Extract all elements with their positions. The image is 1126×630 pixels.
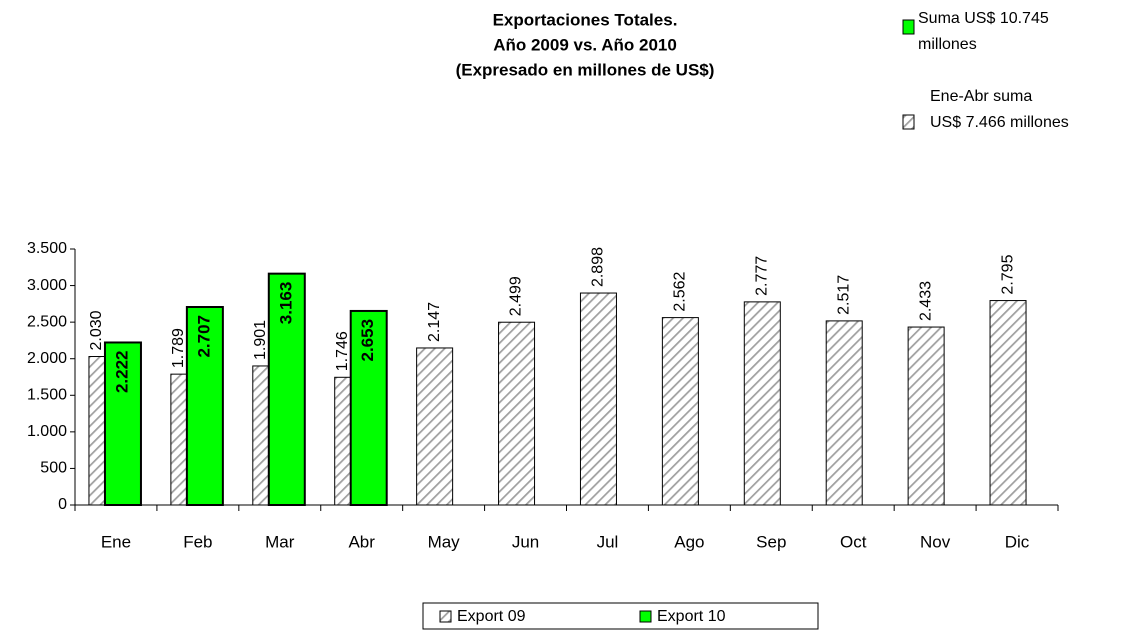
data-label: 2.517 <box>835 275 852 315</box>
data-label: 2.499 <box>508 276 525 316</box>
bar <box>349 309 388 506</box>
data-label: 2.030 <box>88 310 105 350</box>
bar <box>825 320 863 506</box>
data-label: 2.222 <box>112 350 131 393</box>
data-label: 2.777 <box>754 256 771 296</box>
bar <box>579 292 617 506</box>
bar <box>907 326 945 506</box>
data-label: 2.898 <box>590 247 607 287</box>
annotation-swatch <box>902 19 915 35</box>
y-tick-label: 1.500 <box>27 387 67 404</box>
x-tick-label: Dic <box>1005 532 1030 551</box>
x-tick-label: Feb <box>183 532 212 551</box>
annotation: Ene-Abr suma <box>930 88 1032 105</box>
x-tick-label: Oct <box>840 532 867 551</box>
data-label: 1.901 <box>252 320 269 360</box>
chart-title: Año 2009 vs. Año 2010 <box>493 35 677 54</box>
x-tick-label: Nov <box>920 532 951 551</box>
annotation-swatch <box>902 114 915 130</box>
chart-title: (Expresado en millones de US$) <box>456 60 715 79</box>
bar <box>416 347 454 506</box>
annotation: Suma US$ 10.745 <box>918 10 1049 27</box>
chart-title: Exportaciones Totales. <box>493 10 678 29</box>
data-label: 1.789 <box>170 328 187 368</box>
bar <box>661 317 699 506</box>
data-label: 3.163 <box>276 282 295 325</box>
bar <box>743 301 781 506</box>
annotation: millones <box>918 36 977 53</box>
data-label: 2.795 <box>999 254 1016 294</box>
x-tick-label: Sep <box>756 532 786 551</box>
legend-swatch <box>639 610 652 623</box>
bar <box>267 272 306 506</box>
bar <box>498 321 536 506</box>
bar <box>185 306 224 506</box>
data-label: 1.746 <box>334 331 351 371</box>
x-tick-label: Jun <box>512 532 539 551</box>
y-tick-label: 0 <box>58 496 67 513</box>
x-tick-label: May <box>428 532 461 551</box>
annotation: US$ 7.466 millones <box>930 114 1069 131</box>
x-tick-label: Ene <box>101 532 131 551</box>
bar <box>989 300 1027 506</box>
data-label: 2.653 <box>358 319 377 362</box>
data-label: 2.562 <box>672 271 689 311</box>
x-tick-label: Ago <box>674 532 704 551</box>
y-tick-label: 2.500 <box>27 313 67 330</box>
x-tick-label: Mar <box>265 532 295 551</box>
y-tick-label: 1.000 <box>27 423 67 440</box>
legend-box <box>422 602 819 630</box>
y-tick-label: 3.000 <box>27 277 67 294</box>
legend-swatch <box>439 610 452 623</box>
data-label: 2.147 <box>426 302 443 342</box>
bar <box>103 341 142 506</box>
y-tick-label: 3.500 <box>27 240 67 257</box>
data-label: 2.707 <box>194 315 213 358</box>
y-tick-label: 500 <box>40 460 67 477</box>
legend-label: Export 10 <box>657 608 726 625</box>
x-tick-label: Abr <box>348 532 375 551</box>
data-label: 2.433 <box>917 281 934 321</box>
x-tick-label: Jul <box>597 532 619 551</box>
legend-label: Export 09 <box>457 608 526 625</box>
y-tick-label: 2.000 <box>27 350 67 367</box>
